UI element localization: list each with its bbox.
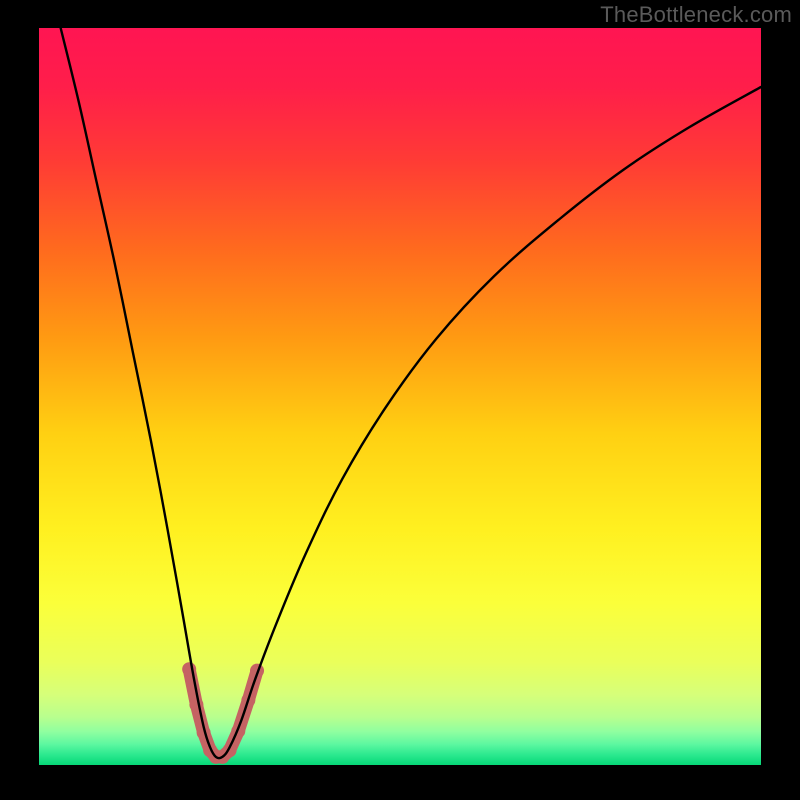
watermark-text: TheBottleneck.com xyxy=(600,2,792,28)
chart-stage: TheBottleneck.com xyxy=(0,0,800,800)
trough-dot xyxy=(189,698,203,712)
plot-background xyxy=(39,28,761,765)
chart-svg xyxy=(0,0,800,800)
